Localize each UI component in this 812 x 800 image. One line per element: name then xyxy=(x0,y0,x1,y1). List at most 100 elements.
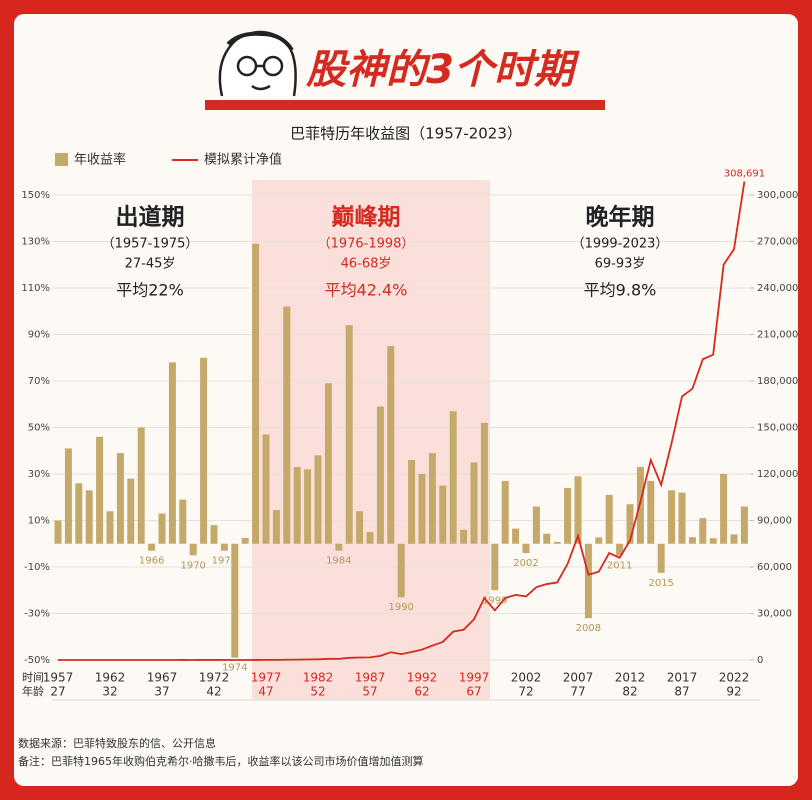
legend-label: 模拟累计净值 xyxy=(204,152,282,168)
x-tick-label: 2002 xyxy=(511,671,542,685)
legend-label: 年收益率 xyxy=(74,152,126,168)
bar xyxy=(626,504,634,544)
bar xyxy=(272,510,280,544)
y2-tick-label: 90,000 xyxy=(757,516,792,527)
age-label: 87 xyxy=(674,685,689,699)
y2-tick-label: 0 xyxy=(757,655,763,666)
period-average: 平均42.4% xyxy=(325,281,408,300)
bar xyxy=(668,490,676,544)
bar xyxy=(376,406,384,544)
bar-year-label: 1973 xyxy=(212,556,237,567)
x-tick-label: 1962 xyxy=(95,671,126,685)
age-label: 62 xyxy=(414,685,429,699)
x-tick-label: 1987 xyxy=(355,671,386,685)
bar xyxy=(200,357,208,544)
bar xyxy=(179,499,187,544)
bar xyxy=(231,543,239,658)
y2-tick-label: 60,000 xyxy=(757,562,792,573)
row-label: 年龄 xyxy=(22,684,44,698)
y2-tick-label: 240,000 xyxy=(757,283,798,294)
bar xyxy=(720,474,728,544)
bar xyxy=(584,543,592,619)
x-tick-label: 1972 xyxy=(199,671,230,685)
bar xyxy=(106,511,114,544)
x-tick-label: 1967 xyxy=(147,671,178,685)
bar xyxy=(345,325,353,544)
bar xyxy=(740,506,748,544)
y2-tick-label: 150,000 xyxy=(757,423,798,434)
bar xyxy=(730,534,738,544)
bar xyxy=(470,462,478,544)
bar xyxy=(532,506,540,544)
x-tick-label: 1997 xyxy=(459,671,490,685)
bar xyxy=(220,543,228,551)
bar xyxy=(512,528,520,544)
y-tick-label: 110% xyxy=(21,283,50,294)
bar xyxy=(366,532,374,544)
y-tick-label: -10% xyxy=(24,562,50,573)
x-tick-label: 1957 xyxy=(43,671,74,685)
bar xyxy=(189,543,197,556)
x-tick-label: 1977 xyxy=(251,671,282,685)
period-name: 晚年期 xyxy=(586,204,655,231)
age-label: 27 xyxy=(50,685,65,699)
bar xyxy=(252,243,260,544)
bar xyxy=(553,541,561,544)
y2-tick-label: 30,000 xyxy=(757,609,792,620)
period-name: 巅峰期 xyxy=(332,204,401,231)
bar xyxy=(657,543,665,573)
x-tick-label: 1992 xyxy=(407,671,438,685)
bar-year-label: 2015 xyxy=(648,578,673,589)
bar xyxy=(54,520,62,544)
y-tick-label: 50% xyxy=(28,423,50,434)
y-tick-label: 90% xyxy=(28,330,50,341)
bar xyxy=(428,453,436,544)
x-tick-label: 2012 xyxy=(615,671,646,685)
bar xyxy=(408,460,416,544)
period-ages: 46-68岁 xyxy=(341,257,392,272)
note: 备注：巴菲特1965年收购伯克希尔·哈撒韦后，收益率以该公司市场价值增加值测算 xyxy=(18,754,424,768)
bar xyxy=(148,543,156,551)
bar xyxy=(605,494,613,544)
y-tick-label: 70% xyxy=(28,376,50,387)
bar-year-label: 1984 xyxy=(326,556,351,567)
bar xyxy=(241,537,249,544)
bar xyxy=(168,362,176,544)
title-band xyxy=(205,100,605,110)
period-range: （1999-2023） xyxy=(572,237,669,252)
x-tick-label: 2022 xyxy=(719,671,750,685)
period-average: 平均22% xyxy=(116,281,184,300)
age-label: 92 xyxy=(726,685,741,699)
bar xyxy=(574,476,582,544)
bar xyxy=(647,480,655,544)
bar xyxy=(397,543,405,598)
bar xyxy=(439,485,447,544)
bar xyxy=(262,434,270,544)
bar xyxy=(293,467,301,544)
bar xyxy=(304,469,312,544)
period-range: （1976-1998） xyxy=(318,237,415,252)
period-average: 平均9.8% xyxy=(584,281,657,300)
y-tick-label: 30% xyxy=(28,469,50,480)
bar xyxy=(688,537,696,544)
y-tick-label: -50% xyxy=(24,655,50,666)
bar xyxy=(96,436,104,544)
row-label: 时间 xyxy=(22,671,44,684)
bar xyxy=(314,455,322,544)
bar xyxy=(616,543,624,556)
x-tick-label: 1982 xyxy=(303,671,334,685)
cumulative-line xyxy=(57,181,746,661)
y-tick-label: 10% xyxy=(28,516,50,527)
age-label: 32 xyxy=(102,685,117,699)
bar-year-label: 2008 xyxy=(576,623,601,634)
bar xyxy=(460,529,468,544)
age-label: 57 xyxy=(362,685,377,699)
age-label: 47 xyxy=(258,685,273,699)
bar-year-label: 1970 xyxy=(180,560,205,571)
bar-year-label: 1974 xyxy=(222,663,247,674)
period-ages: 69-93岁 xyxy=(595,257,646,272)
chart-subtitle: 巴菲特历年收益图（1957-2023） xyxy=(290,125,522,143)
bar xyxy=(75,483,83,544)
bar xyxy=(491,543,499,591)
